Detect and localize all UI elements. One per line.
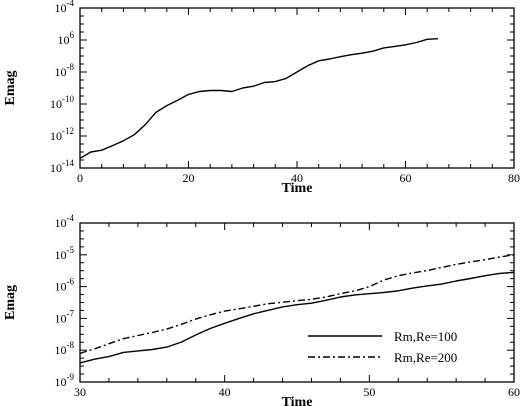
y-tick-label: 10-8 xyxy=(55,340,75,357)
x-tick-label: 40 xyxy=(291,171,303,185)
y-tick-label: 106 xyxy=(58,30,75,47)
y-tick-label: 10-4 xyxy=(55,0,75,15)
series-line-1 xyxy=(79,271,515,364)
y-tick-label: 10-14 xyxy=(50,158,74,175)
x-tick-label: 0 xyxy=(77,171,83,185)
x-tick-label: 60 xyxy=(508,385,520,399)
y-tick-label: 10-5 xyxy=(55,245,75,262)
plot-frame xyxy=(79,7,515,169)
y-axis-title: Emag xyxy=(3,285,18,320)
y-tick-label: 10-10 xyxy=(50,94,74,111)
y-tick-label: 10-7 xyxy=(55,308,75,325)
y-tick-label: 10-9 xyxy=(55,372,75,389)
y-tick-label: 10-8 xyxy=(55,62,75,79)
x-tick-label: 80 xyxy=(508,171,520,185)
series-line-2 xyxy=(79,254,515,354)
y-tick-label: 10-12 xyxy=(50,126,74,143)
x-axis-title: Time xyxy=(282,395,313,406)
x-axis-title: Time xyxy=(282,181,313,196)
legend-label: Rm,Re=200 xyxy=(394,350,457,365)
x-tick-label: 20 xyxy=(183,171,195,185)
x-tick-label: 30 xyxy=(74,385,86,399)
legend: Rm,Re=100 Rm,Re=200 xyxy=(308,329,457,365)
y-axis-title: Emag xyxy=(3,71,18,106)
x-tick-label: 60 xyxy=(400,171,412,185)
y-tick-label: 10-4 xyxy=(55,213,75,230)
legend-label: Rm,Re=100 xyxy=(394,329,457,344)
series-line-1 xyxy=(79,38,439,160)
chart-panel-1: 0 20 40 60 80 10-4 106 10-8 10-10 10-12 10-14 Time E… xyxy=(3,0,520,196)
x-tick-label: 40 xyxy=(219,385,231,399)
x-tick-label: 50 xyxy=(363,385,375,399)
chart-panel-2: 30 40 50 60 10-4 10-5 10-6 10-7 10-8 10-9 Time Emag… xyxy=(3,213,520,406)
y-tick-label: 10-6 xyxy=(55,277,75,294)
